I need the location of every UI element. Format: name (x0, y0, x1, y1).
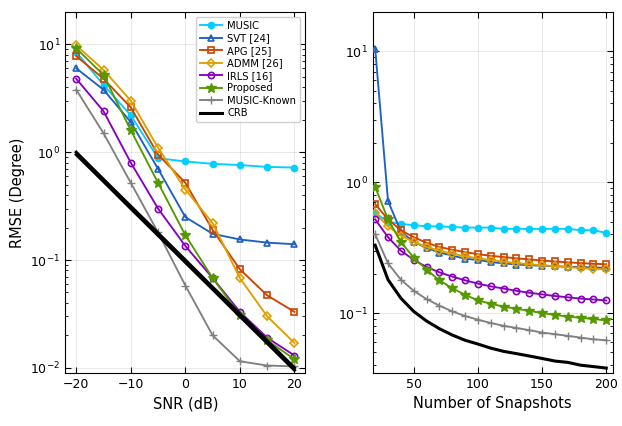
Y-axis label: RMSE (Degree): RMSE (Degree) (10, 137, 25, 248)
X-axis label: Number of Snapshots: Number of Snapshots (414, 396, 572, 411)
Legend: MUSIC, SVT [24], APG [25], ADMM [26], IRLS [16], Proposed, MUSIC-Known, CRB: MUSIC, SVT [24], APG [25], ADMM [26], IR… (197, 17, 300, 122)
X-axis label: SNR (dB): SNR (dB) (152, 396, 218, 411)
